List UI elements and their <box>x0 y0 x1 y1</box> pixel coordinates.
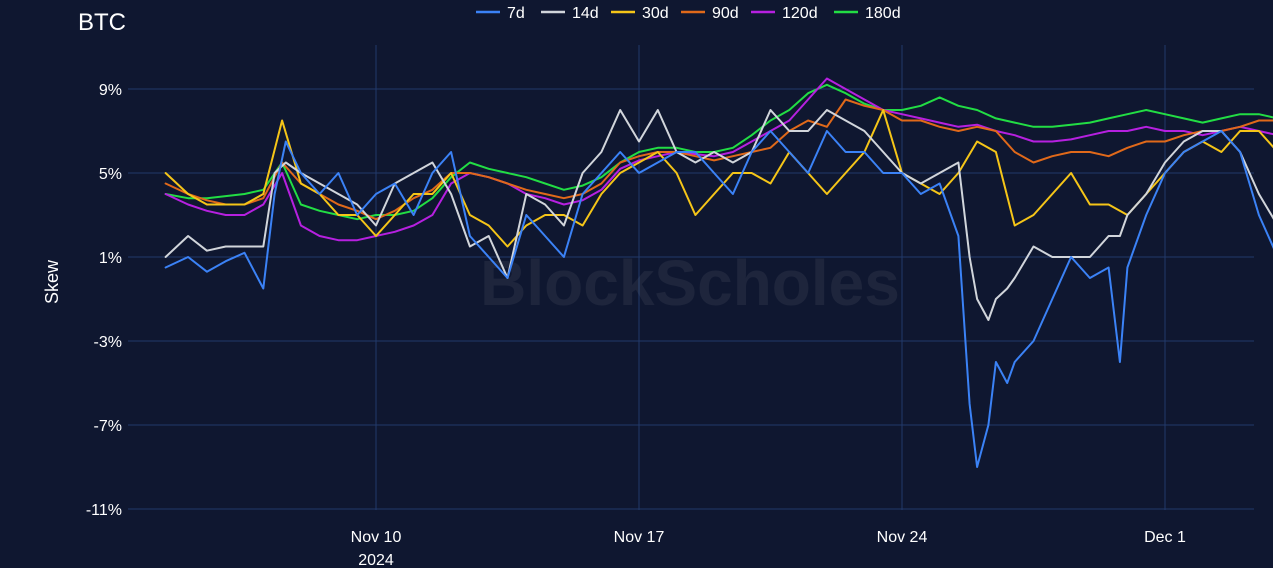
x-tick-label: Nov 17 <box>614 529 665 546</box>
x-tick-sublabel: 2024 <box>358 552 394 568</box>
legend-item-90d[interactable]: 90d <box>681 5 739 22</box>
legend-label: 30d <box>642 5 669 22</box>
legend-label: 7d <box>507 5 525 22</box>
grid-layer <box>128 45 1254 510</box>
series-layer <box>164 77 1273 468</box>
y-tick-label: 9% <box>99 82 122 99</box>
legend-label: 90d <box>712 5 739 22</box>
series-line-14d <box>164 109 1273 321</box>
watermark: BlockScholes <box>480 247 900 319</box>
legend-label: 180d <box>865 5 901 22</box>
x-tick-label: Nov 10 <box>351 529 402 546</box>
y-tick-label: -11% <box>86 502 122 519</box>
y-tick-label: 5% <box>99 166 122 183</box>
series-line-120d <box>164 77 1273 242</box>
series-line-90d <box>164 98 1273 221</box>
series-line-7d <box>164 130 1273 468</box>
legend-item-120d[interactable]: 120d <box>751 5 818 22</box>
x-tick-label: Dec 1 <box>1144 529 1186 546</box>
axis-layer: 9% 5% 1% -3% -7% -11% Nov 10 2024 Nov 17 Nov 24 De… <box>86 82 1186 568</box>
series-line-180d <box>164 83 1273 221</box>
x-tick-label: Nov 24 <box>877 529 928 546</box>
legend-item-30d[interactable]: 30d <box>611 5 669 22</box>
y-tick-label: -7% <box>94 418 122 435</box>
y-axis-title: Skew <box>42 259 62 304</box>
chart-title: BTC <box>78 9 126 36</box>
y-tick-label: -3% <box>94 334 122 351</box>
y-tick-label: 1% <box>99 250 122 267</box>
legend-label: 14d <box>572 5 599 22</box>
legend: 7d 14d 30d 90d 120d 180d <box>476 5 901 22</box>
legend-item-7d[interactable]: 7d <box>476 5 525 22</box>
legend-item-14d[interactable]: 14d <box>541 5 599 22</box>
legend-item-180d[interactable]: 180d <box>834 5 901 22</box>
legend-label: 120d <box>782 5 818 22</box>
